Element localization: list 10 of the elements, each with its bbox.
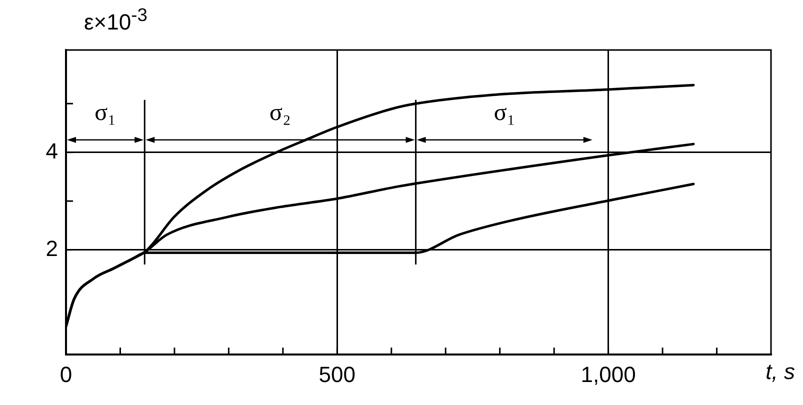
y-tick-label: 2	[46, 236, 58, 261]
x-tick-label: 1,000	[580, 362, 636, 387]
x-tick-label: 500	[318, 362, 356, 387]
y-axis-title: ε×10$^{-3}$	[84, 4, 148, 36]
y-tick-label: 4	[46, 138, 58, 164]
annotation: σ₁	[94, 100, 116, 126]
annotation: σ₁	[494, 100, 516, 126]
annotation: σ₂	[270, 100, 291, 126]
x-axis-title: t, s	[766, 359, 795, 385]
x-tick-label: 0	[60, 362, 72, 387]
